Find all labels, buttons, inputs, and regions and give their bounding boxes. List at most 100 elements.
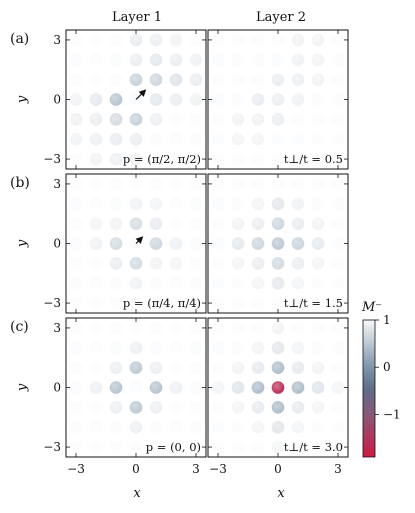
lattice-site bbox=[331, 341, 345, 355]
lattice-site bbox=[251, 33, 265, 47]
site-dot-shade bbox=[129, 217, 143, 230]
lattice-site bbox=[331, 152, 345, 166]
ratio-label: t⊥/t = 1.5 bbox=[284, 296, 343, 310]
site-dot-shade bbox=[271, 217, 285, 230]
lattice-site bbox=[69, 197, 83, 211]
lattice-site bbox=[189, 420, 203, 434]
lattice-site bbox=[291, 132, 305, 146]
lattice-site bbox=[189, 401, 203, 414]
lattice-site bbox=[231, 177, 245, 191]
site-dot-shade bbox=[271, 197, 285, 211]
site-dot-shade bbox=[271, 73, 285, 86]
site-dot-shade bbox=[169, 93, 183, 106]
site-dot-shade bbox=[311, 217, 325, 230]
site-dot-shade bbox=[129, 197, 143, 211]
site-dot-shade bbox=[331, 381, 345, 394]
lattice-site bbox=[189, 152, 203, 166]
lattice-site bbox=[149, 321, 163, 335]
lattice-site bbox=[89, 296, 103, 310]
site-dot-shade bbox=[129, 420, 143, 434]
lattice-site bbox=[211, 341, 225, 355]
lattice-site bbox=[311, 296, 325, 310]
y-tick-label: 0 bbox=[53, 237, 61, 251]
lattice-site bbox=[189, 177, 203, 191]
lattice-site bbox=[331, 401, 345, 414]
lattice-site bbox=[109, 73, 123, 86]
lattice-site bbox=[331, 217, 345, 230]
lattice-site bbox=[211, 53, 225, 67]
lattice-site bbox=[331, 257, 345, 270]
lattice-site bbox=[189, 341, 203, 355]
site-dot-shade bbox=[169, 53, 183, 67]
site-dot-shade bbox=[149, 113, 163, 126]
lattice-site bbox=[211, 93, 225, 106]
y-tick-label: 3 bbox=[53, 33, 61, 47]
site-dot-shade bbox=[271, 93, 285, 106]
panel-row-tag: (b) bbox=[10, 175, 30, 191]
site-dot-shade bbox=[291, 276, 305, 290]
x-axis-label-layer1: x bbox=[133, 486, 141, 501]
lattice-site bbox=[89, 177, 103, 191]
x-axis-label-layer2: x bbox=[277, 486, 285, 501]
site-dot-shade bbox=[129, 53, 143, 67]
y-tick-label: 3 bbox=[53, 321, 61, 335]
site-dot-shade bbox=[231, 257, 245, 270]
lattice-site bbox=[149, 420, 163, 434]
site-dot-shade bbox=[251, 197, 265, 211]
lattice-site bbox=[149, 440, 163, 454]
lattice-site bbox=[211, 177, 225, 191]
lattice-site bbox=[331, 321, 345, 335]
lattice-site bbox=[331, 296, 345, 310]
lattice-site bbox=[129, 381, 143, 394]
site-dot-shade bbox=[169, 237, 183, 250]
lattice-site bbox=[231, 197, 245, 211]
colorbar-tick-label: 0 bbox=[383, 360, 391, 374]
lattice-site bbox=[69, 276, 83, 290]
momentum-label: p = (π/4, π/4) bbox=[123, 296, 201, 310]
site-dot-shade bbox=[251, 361, 265, 374]
lattice-site bbox=[189, 361, 203, 374]
site-dot-shade bbox=[251, 381, 265, 394]
lattice-site bbox=[89, 440, 103, 454]
site-dot-shade bbox=[89, 381, 103, 394]
lattice-site bbox=[109, 197, 123, 211]
lattice-site bbox=[149, 276, 163, 290]
site-dot-shade bbox=[129, 257, 143, 270]
colorbar-label: M⁻ bbox=[361, 300, 382, 315]
lattice-site bbox=[231, 152, 245, 166]
x-tick-label: 0 bbox=[132, 462, 140, 476]
lattice-site bbox=[69, 53, 83, 67]
site-dot-shade bbox=[311, 401, 325, 414]
lattice-site bbox=[109, 440, 123, 454]
site-dot-shade bbox=[129, 33, 143, 47]
lattice-site bbox=[311, 93, 325, 106]
lattice-site bbox=[69, 237, 83, 250]
lattice-site bbox=[251, 440, 265, 454]
site-dot-shade bbox=[69, 113, 83, 126]
lattice-site bbox=[129, 296, 143, 310]
x-tick-label: 3 bbox=[192, 462, 200, 476]
lattice-site bbox=[331, 276, 345, 290]
lattice-site bbox=[69, 296, 83, 310]
lattice-site bbox=[69, 257, 83, 270]
site-dot-shade bbox=[271, 341, 285, 355]
lattice-site bbox=[251, 53, 265, 67]
lattice-site bbox=[189, 237, 203, 250]
lattice-site bbox=[331, 93, 345, 106]
site-dot-shade bbox=[311, 73, 325, 86]
lattice-site bbox=[291, 113, 305, 126]
lattice-site bbox=[189, 217, 203, 230]
ratio-label: t⊥/t = 0.5 bbox=[284, 152, 343, 166]
site-dot-shade bbox=[291, 361, 305, 374]
site-dot-shade bbox=[169, 381, 183, 394]
lattice-site bbox=[211, 361, 225, 374]
momentum-label: p = (0, 0) bbox=[146, 440, 201, 454]
lattice-site bbox=[311, 420, 325, 434]
site-dot-shade bbox=[251, 276, 265, 290]
site-dot-shade bbox=[231, 237, 245, 250]
lattice-site bbox=[169, 420, 183, 434]
lattice-site bbox=[251, 321, 265, 335]
site-dot-shade bbox=[89, 217, 103, 230]
x-tick-label: −3 bbox=[67, 462, 85, 476]
site-dot-shade bbox=[271, 257, 285, 270]
